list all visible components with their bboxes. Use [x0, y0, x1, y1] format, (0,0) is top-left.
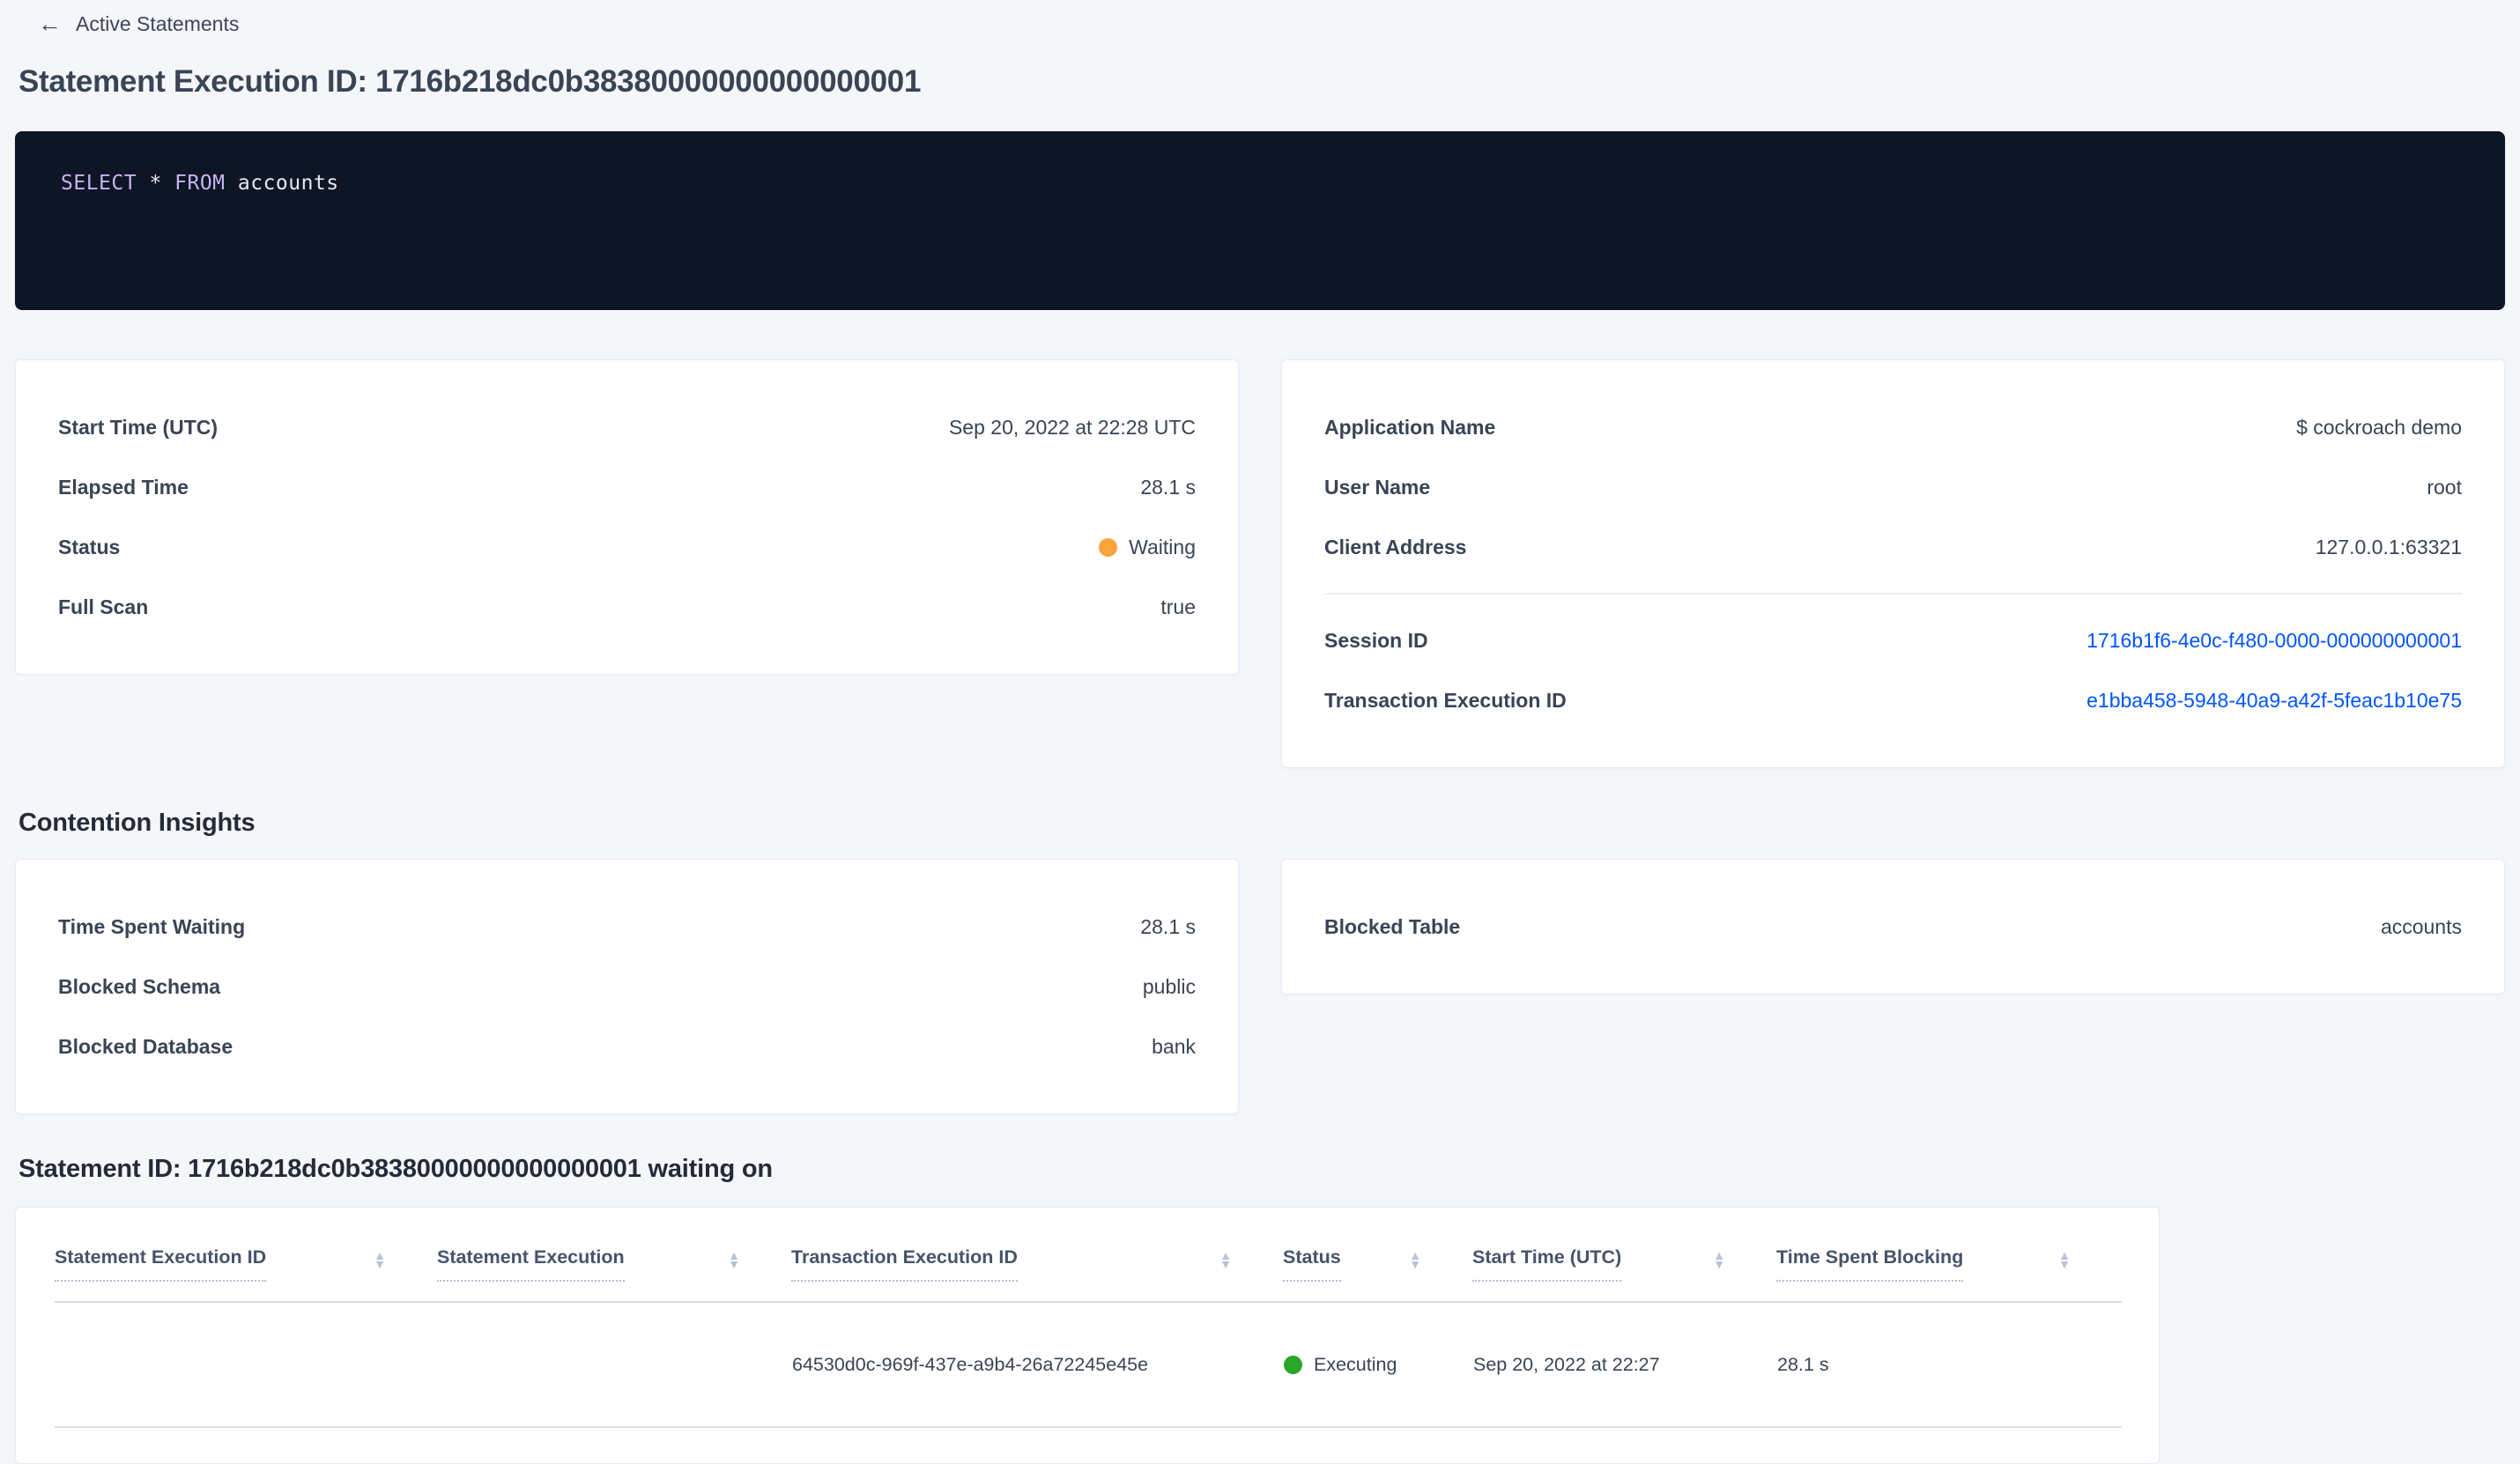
- start-time-label: Start Time (UTC): [58, 415, 219, 439]
- blocked-schema-value: public: [1142, 974, 1196, 998]
- waiting-on-table-card: Statement Execution ID ▲ ▼ Statement Exec…: [15, 1207, 2160, 1464]
- statement-overview-card: Start Time (UTC) Sep 20, 2022 at 22:28 U…: [15, 359, 1239, 675]
- contention-cards-row: Time Spent Waiting 28.1 s Blocked Schema…: [15, 859, 2505, 1114]
- session-details-card: Application Name $ cockroach demo User N…: [1281, 359, 2505, 768]
- full-scan-value: true: [1160, 595, 1196, 618]
- elapsed-time-label: Elapsed Time: [58, 475, 189, 499]
- column-header-start-time-utc: Start Time (UTC) ▲ ▼: [1472, 1232, 1776, 1303]
- page-title: Statement Execution ID: 1716b218dc0b3838…: [19, 64, 922, 99]
- blocked-table-value: accounts: [2380, 914, 2462, 938]
- sql-statement-box: SELECT * FROM accounts: [15, 131, 2505, 310]
- blocked-table-label: Blocked Table: [1324, 914, 1461, 938]
- kv-row-client-address: Client Address 127.0.0.1:63321: [1324, 517, 2462, 577]
- status-badge: Waiting: [1099, 536, 1196, 559]
- column-header-status: Status ▲ ▼: [1283, 1232, 1472, 1303]
- session-id-link[interactable]: 1716b1f6-4e0c-f480-0000-000000000001: [2086, 628, 2462, 652]
- executing-status-dot-icon: [1284, 1355, 1302, 1374]
- kv-row-start-time: Start Time (UTC) Sep 20, 2022 at 22:28 U…: [58, 397, 1196, 457]
- back-link-label: Active Statements: [76, 12, 240, 35]
- client-address-value: 127.0.0.1:63321: [2315, 535, 2462, 558]
- sort-icon[interactable]: ▲ ▼: [1713, 1248, 1725, 1271]
- column-label[interactable]: Status: [1283, 1246, 1341, 1282]
- waiting-on-table: Statement Execution ID ▲ ▼ Statement Exec…: [55, 1232, 2122, 1428]
- status-value: Waiting: [1129, 535, 1196, 558]
- sort-icon[interactable]: ▲ ▼: [374, 1248, 386, 1271]
- cell-statement-execution: [437, 1302, 791, 1428]
- cell-statement-execution-id: [55, 1302, 437, 1428]
- table-header-row: Statement Execution ID ▲ ▼ Statement Exec…: [55, 1232, 2122, 1303]
- sql-text: *: [137, 172, 175, 195]
- start-time-value: Sep 20, 2022 at 22:28 UTC: [948, 415, 1196, 439]
- waiting-on-heading: Statement ID: 1716b218dc0b38380000000000…: [19, 1155, 773, 1183]
- kv-row-session-id: Session ID 1716b1f6-4e0c-f480-0000-00000…: [1324, 610, 2462, 670]
- kv-row-blocked-database: Blocked Database bank: [58, 1017, 1196, 1076]
- contention-details-card: Time Spent Waiting 28.1 s Blocked Schema…: [15, 859, 1239, 1114]
- card-divider: [1324, 593, 2462, 595]
- summary-cards-row: Start Time (UTC) Sep 20, 2022 at 22:28 U…: [15, 359, 2505, 768]
- sql-text: accounts: [225, 172, 339, 195]
- column-label[interactable]: Time Spent Blocking: [1776, 1246, 1964, 1282]
- blocked-table-card: Blocked Table accounts: [1281, 859, 2505, 994]
- cell-status: Executing: [1283, 1302, 1472, 1428]
- sort-icon[interactable]: ▲ ▼: [1409, 1248, 1421, 1271]
- session-id-label: Session ID: [1324, 628, 1428, 652]
- column-label[interactable]: Transaction Execution ID: [791, 1246, 1018, 1282]
- blocked-database-label: Blocked Database: [58, 1034, 233, 1058]
- executing-status-text: Executing: [1314, 1353, 1397, 1375]
- kv-row-full-scan: Full Scan true: [58, 577, 1196, 637]
- cell-transaction-execution-id: 64530d0c-969f-437e-a9b4-26a72245e45e: [791, 1302, 1283, 1428]
- back-arrow-icon: ←: [38, 11, 62, 37]
- application-name-value: $ cockroach demo: [2296, 415, 2462, 439]
- column-header-time-spent-blocking: Time Spent Blocking ▲ ▼: [1776, 1232, 2122, 1303]
- blocked-schema-label: Blocked Schema: [58, 974, 221, 998]
- application-name-label: Application Name: [1324, 415, 1496, 439]
- kv-row-blocked-table: Blocked Table accounts: [1324, 897, 2462, 957]
- status-label: Status: [58, 535, 121, 558]
- full-scan-label: Full Scan: [58, 595, 149, 618]
- kv-row-application-name: Application Name $ cockroach demo: [1324, 397, 2462, 457]
- sort-icon[interactable]: ▲ ▼: [728, 1248, 740, 1271]
- user-name-label: User Name: [1324, 475, 1431, 499]
- column-label[interactable]: Statement Execution: [437, 1246, 625, 1282]
- transaction-execution-id-link[interactable]: e1bba458-5948-40a9-a42f-5feac1b10e75: [2086, 688, 2462, 712]
- time-spent-waiting-label: Time Spent Waiting: [58, 914, 246, 938]
- user-name-value: root: [2427, 475, 2462, 499]
- kv-row-time-spent-waiting: Time Spent Waiting 28.1 s: [58, 897, 1196, 957]
- kv-row-user-name: User Name root: [1324, 457, 2462, 517]
- kv-row-blocked-schema: Blocked Schema public: [58, 957, 1196, 1017]
- cell-start-time-utc: Sep 20, 2022 at 22:27: [1472, 1302, 1776, 1428]
- time-spent-waiting-value: 28.1 s: [1140, 914, 1196, 938]
- waiting-status-dot-icon: [1099, 537, 1118, 557]
- kv-row-transaction-execution-id: Transaction Execution ID e1bba458-5948-4…: [1324, 670, 2462, 730]
- client-address-label: Client Address: [1324, 535, 1467, 558]
- column-label[interactable]: Start Time (UTC): [1472, 1246, 1622, 1282]
- column-header-transaction-execution-id: Transaction Execution ID ▲ ▼: [791, 1232, 1283, 1303]
- column-label[interactable]: Statement Execution ID: [55, 1246, 267, 1282]
- table-row: 64530d0c-969f-437e-a9b4-26a72245e45e Exe…: [55, 1302, 2122, 1428]
- sql-keyword: FROM: [174, 172, 226, 195]
- kv-row-status: Status Waiting: [58, 517, 1196, 577]
- back-link[interactable]: ← Active Statements: [38, 12, 239, 36]
- column-header-statement-execution: Statement Execution ▲ ▼: [437, 1232, 791, 1303]
- transaction-execution-id-label: Transaction Execution ID: [1324, 688, 1567, 712]
- contention-insights-heading: Contention Insights: [19, 809, 256, 837]
- sort-icon[interactable]: ▲ ▼: [2058, 1248, 2071, 1271]
- elapsed-time-value: 28.1 s: [1140, 475, 1196, 499]
- column-header-statement-execution-id: Statement Execution ID ▲ ▼: [55, 1232, 437, 1303]
- cell-time-spent-blocking: 28.1 s: [1776, 1302, 2122, 1428]
- blocked-database-value: bank: [1152, 1034, 1196, 1058]
- sort-icon[interactable]: ▲ ▼: [1219, 1248, 1232, 1271]
- sql-keyword: SELECT: [61, 172, 137, 195]
- kv-row-elapsed-time: Elapsed Time 28.1 s: [58, 457, 1196, 517]
